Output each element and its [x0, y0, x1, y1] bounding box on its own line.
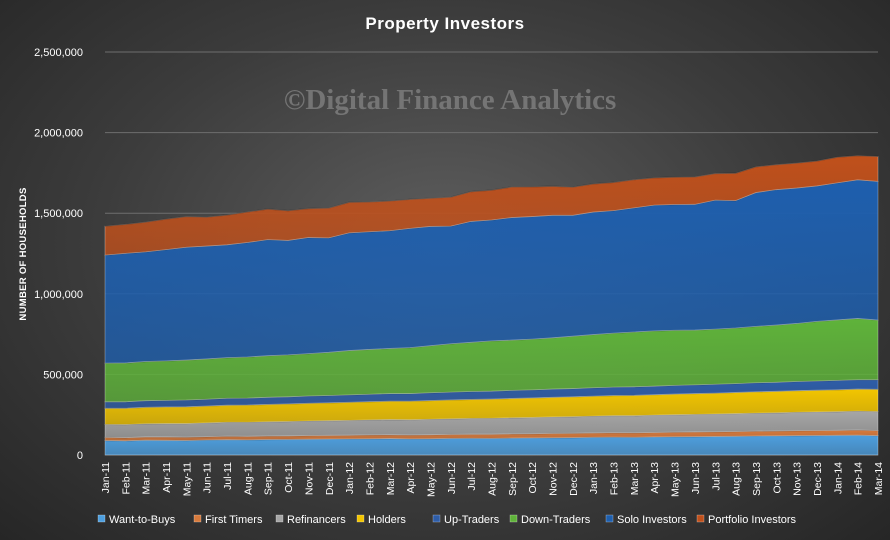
x-tick-label: Mar-13	[629, 462, 641, 495]
x-tick-label: Apr-11	[161, 462, 173, 493]
x-tick-label: Nov-13	[792, 462, 804, 496]
y-tick-label: 1,500,000	[34, 208, 83, 220]
x-tick-label: Oct-13	[771, 462, 783, 494]
legend: Want-to-Buys First Timers Refinancers Holde…	[97, 514, 797, 526]
legend-label: First Timers	[205, 514, 263, 526]
chart-title: Property Investors	[365, 14, 524, 33]
x-tick-label: Sep-13	[751, 462, 763, 496]
area-edge	[104, 155, 879, 227]
legend-label: Want-to-Buys	[109, 514, 176, 526]
x-tick-label: Oct-11	[283, 462, 295, 493]
stacked-areas	[104, 155, 879, 456]
x-tick-label: Jul-13	[710, 462, 722, 491]
legend-swatch	[97, 514, 106, 523]
x-axis-ticks: Jan-11 Feb-11 Mar-11 Apr-11 May-11 Jun-11 Jul-…	[100, 462, 885, 497]
x-tick-label: Jan-12	[344, 462, 356, 494]
legend-label: Solo Investors	[617, 514, 687, 526]
x-tick-label: Oct-12	[527, 462, 539, 494]
x-tick-label: Jul-12	[466, 462, 478, 491]
x-tick-label: Feb-11	[120, 462, 132, 495]
x-tick-label: Jun-12	[446, 462, 458, 494]
area-series-up-traders	[104, 379, 879, 409]
x-tick-label: Aug-13	[731, 462, 743, 496]
legend-swatch	[193, 514, 202, 523]
legend-swatch	[432, 514, 441, 523]
y-axis-label: NUMBER OF HOUSEHOLDS	[18, 187, 29, 320]
y-tick-label: 2,500,000	[34, 47, 83, 59]
x-tick-label: Mar-14	[873, 462, 885, 495]
y-tick-label: 500,000	[43, 369, 83, 381]
x-tick-label: Mar-11	[141, 462, 153, 495]
legend-label: Refinancers	[287, 514, 346, 526]
x-tick-label: Jan-11	[100, 462, 112, 493]
legend-label: Down-Traders	[521, 514, 591, 526]
y-axis-ticks: 0 500,000 1,000,000 1,500,000 2,000,000 2,500…	[34, 47, 83, 462]
x-tick-label: Jun-11	[202, 462, 214, 493]
x-tick-label: Jan-14	[832, 462, 844, 494]
area-series-holders	[104, 388, 879, 425]
x-tick-label: May-11	[181, 462, 193, 496]
x-tick-label: Dec-12	[568, 462, 580, 496]
x-tick-label: Dec-13	[812, 462, 824, 496]
x-tick-label: Aug-12	[487, 462, 499, 496]
legend-swatch	[605, 514, 614, 523]
y-tick-label: 0	[77, 450, 83, 462]
legend-label: Portfolio Investors	[708, 514, 797, 526]
y-tick-label: 2,000,000	[34, 128, 83, 140]
x-tick-label: Dec-11	[324, 462, 336, 495]
legend-swatch	[696, 514, 705, 523]
x-tick-label: Nov-11	[303, 462, 315, 495]
watermark: ©Digital Finance Analytics	[284, 84, 617, 116]
x-tick-label: Feb-14	[853, 462, 865, 495]
x-tick-label: Apr-13	[649, 462, 661, 494]
y-tick-label: 1,000,000	[34, 289, 83, 301]
legend-label: Up-Traders	[444, 514, 500, 526]
legend-swatch	[356, 514, 365, 523]
legend-label: Holders	[368, 514, 406, 526]
area-series-want-to-buys	[104, 434, 879, 456]
x-tick-label: Apr-12	[405, 462, 417, 494]
x-tick-label: May-13	[670, 462, 682, 497]
x-tick-label: Jun-13	[690, 462, 702, 494]
x-tick-label: Nov-12	[548, 462, 560, 496]
x-tick-label: Jul-11	[222, 462, 234, 490]
x-tick-label: Aug-11	[242, 462, 254, 495]
x-tick-label: Feb-12	[364, 462, 376, 495]
x-tick-label: May-12	[425, 462, 437, 497]
x-tick-label: Jan-13	[588, 462, 600, 494]
x-tick-label: Mar-12	[385, 462, 397, 495]
legend-swatch	[275, 514, 284, 523]
x-tick-label: Feb-13	[609, 462, 621, 495]
legend-swatch	[509, 514, 518, 523]
area-series-portfolio-investors	[104, 155, 879, 256]
x-tick-label: Sep-11	[263, 462, 275, 495]
x-tick-label: Sep-12	[507, 462, 519, 496]
